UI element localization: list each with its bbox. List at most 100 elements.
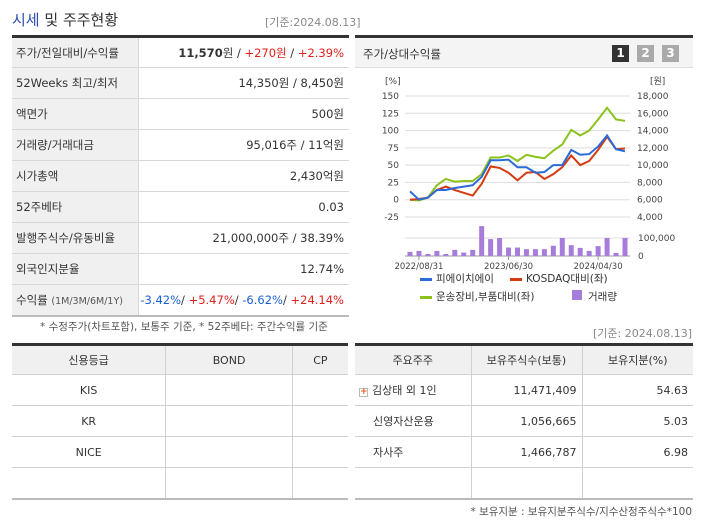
right-axis-unit: [원] bbox=[650, 76, 665, 87]
info-label: 52Weeks 최고/최저 bbox=[12, 67, 139, 99]
legend-label: KOSDAQ대비(좌) bbox=[526, 273, 608, 285]
info-label: 액면가 bbox=[12, 98, 139, 130]
table-row bbox=[355, 467, 693, 499]
x-tick-label: 2023/06/30 bbox=[484, 262, 533, 272]
volume-bar bbox=[470, 249, 476, 256]
volume-bar bbox=[434, 250, 440, 256]
legend-swatch bbox=[572, 290, 582, 300]
volume-bar bbox=[488, 239, 494, 256]
table-cell: 5.03 bbox=[582, 405, 693, 437]
info-label: 주가/전일대비/수익률 bbox=[12, 36, 139, 68]
info-label: 52주베타 bbox=[12, 191, 139, 223]
table-cell: 자사주 bbox=[355, 436, 472, 468]
holders-date: [기준: 2024.08.13] bbox=[592, 327, 692, 340]
volume-bar bbox=[497, 238, 503, 256]
volume-bar bbox=[577, 247, 583, 256]
credit-rating-table: 신용등급 BOND CP KIS KR NICE bbox=[12, 343, 348, 500]
table-row: KR bbox=[12, 405, 348, 437]
legend-label: 피에이치에이 bbox=[436, 273, 494, 285]
header-row: 신용등급 BOND CP bbox=[12, 344, 348, 375]
chart-tab-2[interactable]: 2 bbox=[637, 45, 654, 62]
x-tick-label: 2024/04/30 bbox=[574, 262, 623, 272]
info-label: 거래량/거래대금 bbox=[12, 129, 139, 161]
table-cell: NICE bbox=[12, 436, 167, 468]
label-sub: (1M/3M/6M/1Y) bbox=[51, 295, 123, 307]
volume-tick-label: 100,000 bbox=[638, 234, 675, 244]
volume-bar bbox=[586, 250, 592, 256]
table-cell bbox=[292, 467, 348, 499]
info-value: 500원 bbox=[138, 98, 349, 130]
value-part: +270원 bbox=[244, 45, 287, 60]
table-row: 자사주 1,466,787 6.98 bbox=[355, 436, 693, 468]
legend-swatch bbox=[420, 278, 432, 281]
table-cell bbox=[292, 405, 348, 437]
table-cell bbox=[582, 467, 693, 499]
table-cell bbox=[165, 436, 293, 468]
label-text: 52주베타 bbox=[16, 200, 63, 214]
chart-panel: 주가/상대수익률 1 2 3 [%] [원] 150 18,000 125 16,000 1… bbox=[355, 35, 693, 315]
volume-bar bbox=[416, 250, 422, 256]
volume-bar bbox=[568, 245, 574, 256]
left-tick-label: 0 bbox=[393, 196, 399, 206]
info-value: 11,570원 / +270원 / +2.39% bbox=[138, 36, 349, 68]
info-row: 52주베타 0.03 bbox=[12, 191, 349, 223]
info-label: 발행주식수/유동비율 bbox=[12, 222, 139, 254]
right-tick-label: 10,000 bbox=[637, 161, 669, 171]
table-cell: 11,471,409 bbox=[471, 374, 583, 406]
volume-tick-label: 0 bbox=[638, 252, 644, 262]
left-tick-label: -25 bbox=[384, 213, 399, 223]
volume-bar bbox=[443, 254, 449, 256]
table-cell bbox=[165, 467, 293, 499]
value-part: 11,570 bbox=[178, 45, 223, 60]
chart-header: 주가/상대수익률 1 2 3 bbox=[355, 38, 693, 68]
table-cell bbox=[165, 405, 293, 437]
value-part: 2,430억원 bbox=[289, 169, 344, 183]
volume-bar bbox=[595, 246, 601, 256]
table-cell bbox=[355, 467, 472, 499]
value-part: 14,350원 / 8,450원 bbox=[238, 76, 344, 90]
value-part: 95,016주 / 11억원 bbox=[246, 138, 344, 152]
table-row: KIS bbox=[12, 374, 348, 406]
table-row bbox=[12, 467, 348, 499]
value-part: 원 / bbox=[222, 45, 245, 60]
label-text: 수익률 bbox=[16, 292, 48, 307]
volume-bar bbox=[452, 249, 458, 256]
info-row: 수익률 (1M/3M/6M/1Y) -3.42%/ +5.47%/ -6.62%/… bbox=[12, 284, 349, 316]
right-tick-label: 4,000 bbox=[637, 213, 663, 223]
label-text: 거래량/거래대금 bbox=[16, 138, 94, 152]
info-value: 21,000,000주 / 38.39% bbox=[138, 222, 349, 254]
table-cell: 6.98 bbox=[582, 436, 693, 468]
volume-bar bbox=[622, 238, 628, 256]
table-cell bbox=[165, 374, 293, 406]
legend-swatch bbox=[420, 296, 432, 299]
page-title: 시세 및 주주현황 bbox=[12, 11, 119, 29]
chart-tab-3[interactable]: 3 bbox=[662, 45, 679, 62]
cell-text: KR bbox=[81, 414, 97, 428]
label-text: 시가총액 bbox=[16, 169, 59, 183]
cell-text: 1,466,787 bbox=[520, 445, 577, 459]
info-value: 95,016주 / 11억원 bbox=[138, 129, 349, 161]
expand-icon[interactable]: + bbox=[359, 387, 368, 397]
table-cell bbox=[292, 436, 348, 468]
volume-bar bbox=[541, 249, 547, 256]
value-part: / bbox=[282, 292, 291, 307]
price-note: * 수정주가(차트포함), 보통주 기준, * 52주베타: 주간수익률 기준 bbox=[40, 321, 328, 333]
series-line-1 bbox=[409, 135, 626, 201]
right-tick-label: 8,000 bbox=[637, 178, 663, 188]
table-cell: 1,466,787 bbox=[471, 436, 583, 468]
price-info-table: 주가/전일대비/수익률 11,570원 / +270원 / +2.39% 52Wee… bbox=[12, 35, 349, 317]
value-part: -3.42% bbox=[140, 292, 182, 307]
value-part: 500원 bbox=[311, 107, 344, 121]
column-header: BOND bbox=[165, 344, 293, 375]
column-header: CP bbox=[292, 344, 348, 375]
legend-swatch bbox=[510, 278, 522, 281]
column-header: 신용등급 bbox=[12, 344, 167, 375]
table-row: 신영자산운용 1,056,665 5.03 bbox=[355, 405, 693, 437]
volume-bar bbox=[532, 249, 538, 256]
info-row: 52Weeks 최고/최저 14,350원 / 8,450원 bbox=[12, 67, 349, 99]
value-part: / bbox=[234, 292, 243, 307]
table-cell bbox=[471, 467, 583, 499]
chart-title: 주가/상대수익률 bbox=[363, 47, 441, 61]
volume-bar bbox=[461, 252, 467, 256]
chart-tab-1[interactable]: 1 bbox=[612, 45, 629, 62]
